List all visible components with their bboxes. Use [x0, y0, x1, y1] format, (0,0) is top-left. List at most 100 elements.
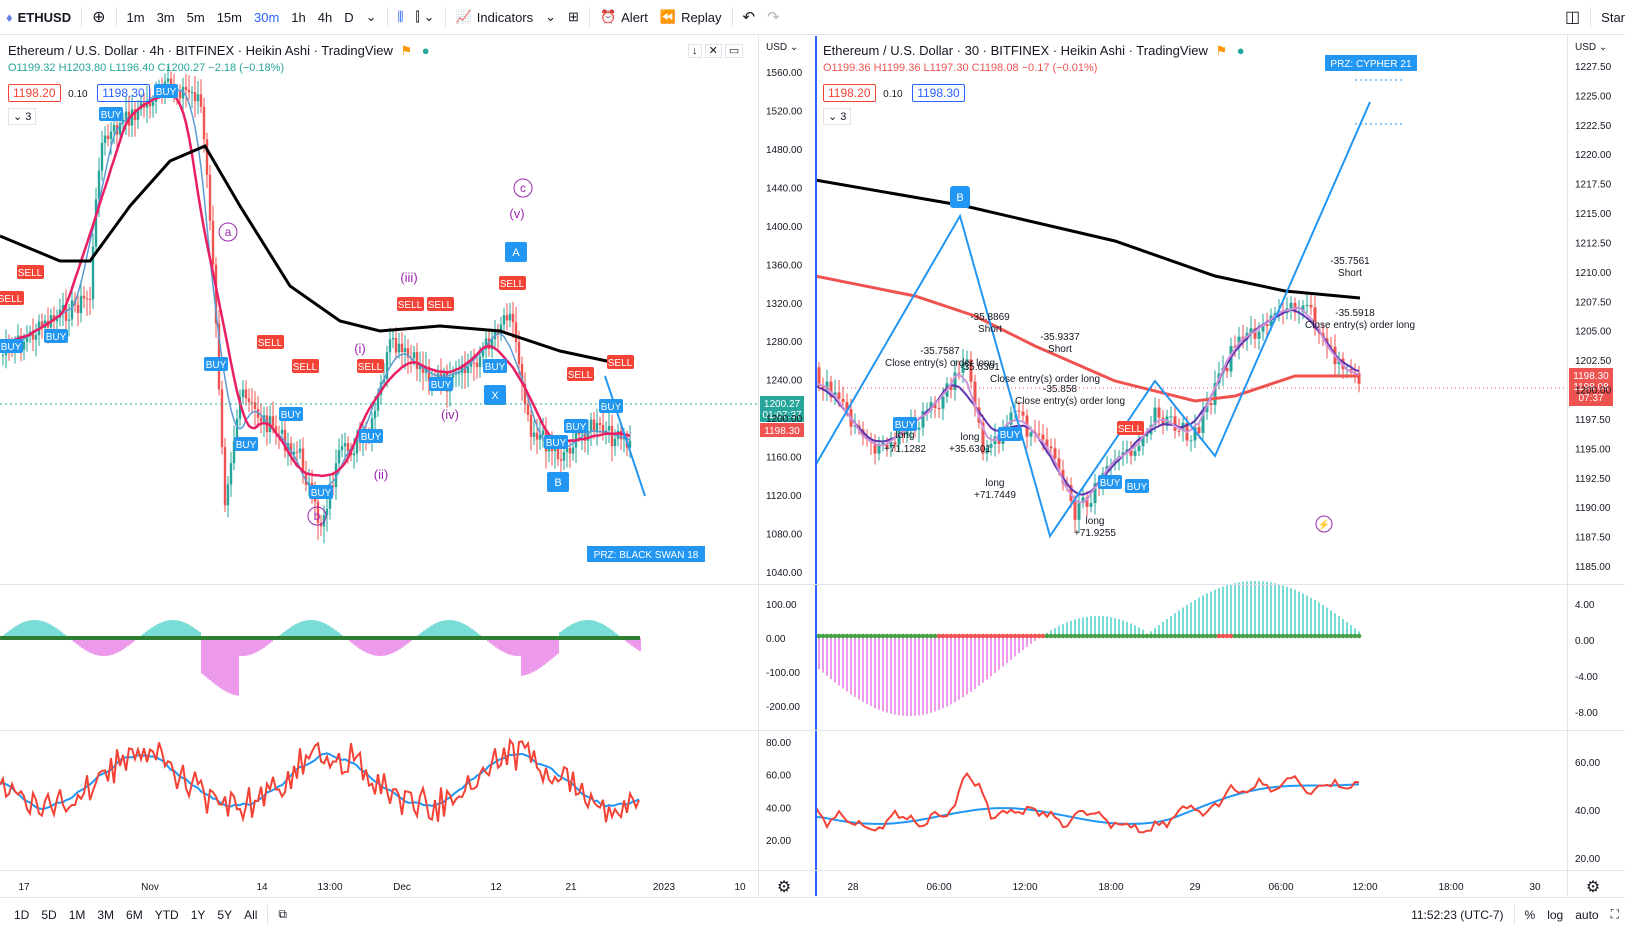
- range-all[interactable]: All: [244, 907, 258, 922]
- sell-price-button[interactable]: 1198.20: [8, 84, 61, 102]
- candle-body: [130, 109, 134, 126]
- macd-dot: [988, 633, 994, 639]
- interval-1h[interactable]: 1h: [291, 9, 306, 25]
- candle-body: [1273, 313, 1277, 316]
- macd-dot: [1196, 633, 1202, 639]
- indicators-button[interactable]: 📈 Indicators: [450, 0, 540, 34]
- price-tick: 1400.00: [766, 222, 803, 233]
- interval-1m[interactable]: 1m: [126, 9, 145, 25]
- currency-label: USD ⌄: [1575, 42, 1607, 53]
- candle-body: [352, 453, 356, 456]
- interval-dropdown[interactable]: ⌄: [360, 0, 383, 34]
- candle-body: [885, 442, 889, 448]
- macd-dot: [1136, 633, 1142, 639]
- interval-30m[interactable]: 30m: [253, 9, 280, 25]
- ethereum-icon: ♦: [6, 9, 13, 25]
- range-3m[interactable]: 3M: [97, 907, 115, 922]
- left-low: L1196.40: [109, 62, 155, 74]
- price-tick: 1222.50: [1575, 121, 1612, 132]
- compare-button[interactable]: ⊕: [86, 0, 111, 34]
- sell-signal-label: SELL: [358, 362, 383, 373]
- buy-signal-label: BUY: [101, 110, 122, 121]
- macd-dot: [1228, 633, 1234, 639]
- chart-type-button[interactable]: ⫿ ⌄: [410, 0, 441, 34]
- range-1d[interactable]: 1D: [14, 907, 30, 922]
- candle-body: [961, 361, 965, 373]
- star-button[interactable]: Star: [1601, 9, 1625, 25]
- redo-button[interactable]: ↷: [761, 0, 786, 34]
- range-5y[interactable]: 5Y: [217, 907, 233, 922]
- rsi-signal-line: [814, 771, 1360, 834]
- macd-dot: [868, 633, 874, 639]
- macd-dot: [1308, 633, 1314, 639]
- buy-price-button[interactable]: 1198.30: [97, 84, 150, 102]
- layouts-button[interactable]: ⊞: [562, 0, 585, 34]
- sell-price-button[interactable]: 1198.20: [823, 84, 876, 102]
- range-1y[interactable]: 1Y: [190, 907, 206, 922]
- range-1m[interactable]: 1M: [68, 907, 86, 922]
- range-5d[interactable]: 5D: [41, 907, 57, 922]
- macd-dot: [1352, 633, 1358, 639]
- arrow-down-icon[interactable]: ↓: [688, 44, 702, 58]
- auto-toggle[interactable]: auto: [1575, 907, 1599, 922]
- close-icon[interactable]: ✕: [704, 44, 722, 58]
- macd-dot: [1176, 633, 1182, 639]
- interval-4h[interactable]: 4h: [317, 9, 333, 25]
- layout-toggle-button[interactable]: ◫: [1559, 0, 1586, 34]
- log-toggle[interactable]: log: [1547, 907, 1564, 922]
- candle-body: [421, 365, 425, 373]
- sell-signal-label: SELL: [258, 338, 283, 349]
- goto-date-button[interactable]: ⧉: [272, 898, 293, 932]
- bar-style-button[interactable]: ⫼: [392, 0, 410, 34]
- fullscreen-button[interactable]: ⛶: [1605, 898, 1625, 932]
- right-layers-toggle[interactable]: ⌄ 3: [823, 108, 852, 125]
- candle-body: [1157, 407, 1161, 418]
- buy-signal-label: BUY: [1, 342, 22, 353]
- alert-button[interactable]: ⏰ Alert: [594, 0, 654, 34]
- maximize-icon[interactable]: ▭: [724, 44, 744, 58]
- interval-5m[interactable]: 5m: [186, 9, 205, 25]
- left-chart-pane[interactable]: BUY BUY BUY BUY BUY BUY BUY BUY BUY BUY BUY BUY BUY B…: [0, 36, 815, 896]
- macd-dot: [1008, 633, 1014, 639]
- range-6m[interactable]: 6M: [126, 907, 143, 922]
- candle-body: [1161, 417, 1165, 426]
- replay-button[interactable]: ⏪ Replay: [654, 0, 728, 34]
- buy-signal-marker: [234, 437, 258, 451]
- range-ytd[interactable]: YTD: [154, 907, 179, 922]
- candle-body: [1073, 501, 1077, 520]
- left-chart-canvas[interactable]: BUY BUY BUY BUY BUY BUY BUY BUY BUY BUY BUY BUY BUY B…: [0, 36, 815, 896]
- clock-label[interactable]: 11:52:23 (UTC-7): [1411, 907, 1504, 922]
- buy-signal-label: BUY: [1000, 430, 1021, 441]
- candle-body: [307, 482, 311, 485]
- right-trade-box: 1198.20 0.10 1198.30: [823, 84, 969, 102]
- undo-button[interactable]: ↶: [737, 0, 762, 34]
- left-close: C1200.27: [157, 62, 206, 74]
- macd-dot: [1204, 633, 1210, 639]
- price-tick: 1217.50: [1575, 180, 1612, 191]
- symbol-search[interactable]: ♦ ETHUSD: [0, 0, 77, 34]
- left-layers-toggle[interactable]: ⌄ 3: [8, 108, 37, 125]
- candle-body: [1209, 403, 1213, 406]
- strategy-annotation: -35.7561: [1330, 256, 1370, 267]
- macd-dot: [1160, 633, 1166, 639]
- wave-circle: [513, 178, 533, 198]
- candle-body: [941, 396, 945, 409]
- candle-body: [1081, 497, 1085, 504]
- templates-button[interactable]: ⌄: [539, 0, 562, 34]
- price-tick: 1040.00: [766, 568, 803, 579]
- interval-15m[interactable]: 15m: [216, 9, 242, 25]
- interval-3m[interactable]: 3m: [156, 9, 175, 25]
- interval-d[interactable]: D: [344, 9, 354, 25]
- rsi-signal-line: [0, 737, 640, 823]
- candle-body: [70, 300, 74, 320]
- candle-body: [136, 109, 140, 120]
- candle-body: [1309, 305, 1313, 308]
- buy-price-button[interactable]: 1198.30: [912, 84, 965, 102]
- percent-toggle[interactable]: %: [1524, 907, 1536, 922]
- candle-body: [511, 313, 515, 323]
- macd-dot: [828, 633, 834, 639]
- right-chart-pane[interactable]: B PRZ: CYPHER 21 -35.7587 Close entry(s) or…: [812, 36, 1625, 896]
- macd-dot: [904, 633, 910, 639]
- macd-dot: [1048, 633, 1054, 639]
